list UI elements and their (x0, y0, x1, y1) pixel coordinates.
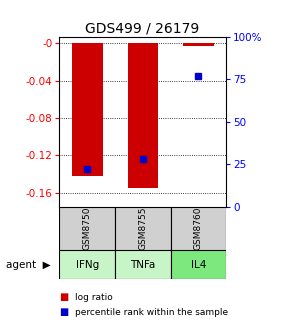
Text: ■: ■ (59, 292, 69, 302)
Text: log ratio: log ratio (75, 293, 113, 302)
Bar (171, 250, 226, 279)
Text: percentile rank within the sample: percentile rank within the sample (75, 308, 229, 317)
Text: GSM8755: GSM8755 (138, 207, 147, 250)
Text: agent  ▶: agent ▶ (6, 260, 50, 269)
Text: GDS499 / 26179: GDS499 / 26179 (85, 21, 199, 35)
Bar (59, 207, 115, 250)
Bar (115, 250, 171, 279)
Text: IL4: IL4 (191, 260, 206, 269)
Bar (171, 207, 226, 250)
Text: IFNg: IFNg (76, 260, 99, 269)
Text: GSM8760: GSM8760 (194, 207, 203, 250)
Bar (59, 250, 115, 279)
Text: TNFa: TNFa (130, 260, 155, 269)
Bar (183, 43, 214, 46)
Bar (72, 43, 103, 176)
Bar (128, 43, 158, 188)
Bar (115, 207, 171, 250)
Text: ■: ■ (59, 307, 69, 318)
Text: GSM8750: GSM8750 (83, 207, 92, 250)
